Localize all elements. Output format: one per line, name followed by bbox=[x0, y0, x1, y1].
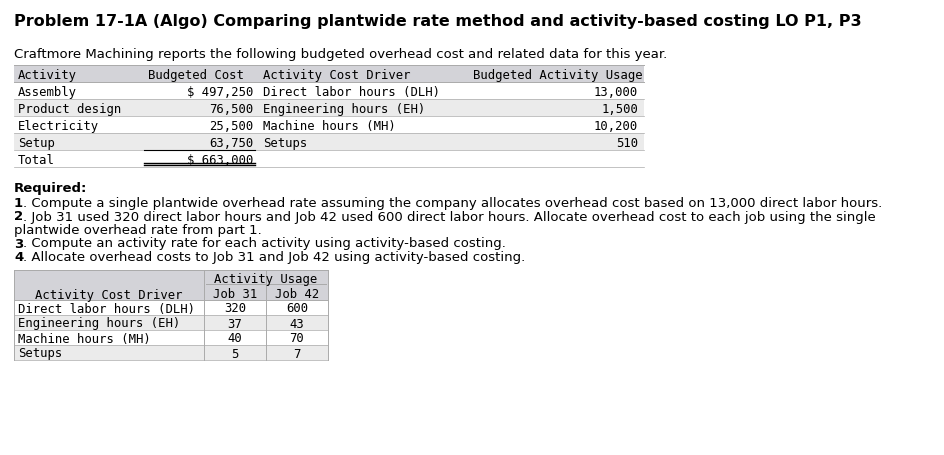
Text: 4: 4 bbox=[14, 250, 24, 263]
Text: $ 663,000: $ 663,000 bbox=[187, 154, 253, 167]
Text: Machine hours (MH): Machine hours (MH) bbox=[18, 332, 151, 345]
Text: 3: 3 bbox=[14, 237, 24, 250]
Text: Total: Total bbox=[18, 154, 55, 167]
Bar bbox=[14, 285, 328, 300]
Bar bbox=[14, 66, 644, 83]
Text: Required:: Required: bbox=[14, 182, 88, 195]
Bar bbox=[14, 134, 644, 151]
Text: 2: 2 bbox=[14, 210, 23, 223]
Text: 63,750: 63,750 bbox=[209, 136, 253, 150]
Bar bbox=[14, 300, 328, 315]
Bar bbox=[14, 330, 328, 345]
Bar bbox=[14, 100, 644, 117]
Text: . Compute a single plantwide overhead rate assuming the company allocates overhe: . Compute a single plantwide overhead ra… bbox=[23, 197, 883, 210]
Text: Problem 17-1A (Algo) Comparing plantwide rate method and activity-based costing : Problem 17-1A (Algo) Comparing plantwide… bbox=[14, 14, 862, 29]
Bar bbox=[14, 345, 328, 360]
Text: Product design: Product design bbox=[18, 103, 121, 116]
Text: 70: 70 bbox=[290, 332, 304, 345]
Text: Budgeted Cost: Budgeted Cost bbox=[148, 69, 244, 82]
Text: 510: 510 bbox=[615, 136, 638, 150]
Text: Budgeted Activity Usage: Budgeted Activity Usage bbox=[473, 69, 643, 82]
Text: Setups: Setups bbox=[18, 347, 62, 360]
Text: Engineering hours (EH): Engineering hours (EH) bbox=[18, 317, 180, 330]
Text: Assembly: Assembly bbox=[18, 86, 77, 99]
Text: 40: 40 bbox=[228, 332, 243, 345]
Bar bbox=[14, 83, 644, 100]
Text: 10,200: 10,200 bbox=[594, 120, 638, 133]
Text: Activity Usage: Activity Usage bbox=[214, 272, 317, 285]
Text: 76,500: 76,500 bbox=[209, 103, 253, 116]
Text: Activity Cost Driver: Activity Cost Driver bbox=[35, 288, 183, 301]
Text: Electricity: Electricity bbox=[18, 120, 99, 133]
Text: . Allocate overhead costs to Job 31 and Job 42 using activity-based costing.: . Allocate overhead costs to Job 31 and … bbox=[23, 250, 525, 263]
Text: 5: 5 bbox=[231, 347, 239, 360]
Text: 7: 7 bbox=[294, 347, 301, 360]
Text: Machine hours (MH): Machine hours (MH) bbox=[263, 120, 396, 133]
Text: Setups: Setups bbox=[263, 136, 307, 150]
Text: Activity: Activity bbox=[18, 69, 77, 82]
Text: . Job 31 used 320 direct labor hours and Job 42 used 600 direct labor hours. All: . Job 31 used 320 direct labor hours and… bbox=[23, 210, 876, 223]
Text: 600: 600 bbox=[286, 302, 308, 315]
Text: 13,000: 13,000 bbox=[594, 86, 638, 99]
Text: Craftmore Machining reports the following budgeted overhead cost and related dat: Craftmore Machining reports the followin… bbox=[14, 48, 667, 61]
Text: 37: 37 bbox=[228, 317, 243, 330]
Text: 43: 43 bbox=[290, 317, 304, 330]
Text: 1,500: 1,500 bbox=[601, 103, 638, 116]
Bar bbox=[14, 151, 644, 167]
Text: Direct labor hours (DLH): Direct labor hours (DLH) bbox=[263, 86, 440, 99]
Text: $ 497,250: $ 497,250 bbox=[187, 86, 253, 99]
Text: . Compute an activity rate for each activity using activity-based costing.: . Compute an activity rate for each acti… bbox=[23, 237, 506, 250]
Text: 320: 320 bbox=[224, 302, 246, 315]
Text: 1: 1 bbox=[14, 197, 23, 210]
Text: Activity Cost Driver: Activity Cost Driver bbox=[263, 69, 411, 82]
Bar bbox=[14, 270, 328, 285]
Text: Job 42: Job 42 bbox=[275, 288, 319, 301]
Text: Job 31: Job 31 bbox=[213, 288, 257, 301]
Text: Direct labor hours (DLH): Direct labor hours (DLH) bbox=[18, 302, 195, 315]
Text: plantwide overhead rate from part 1.: plantwide overhead rate from part 1. bbox=[14, 223, 261, 237]
Bar bbox=[14, 117, 644, 134]
Text: 25,500: 25,500 bbox=[209, 120, 253, 133]
Bar bbox=[14, 315, 328, 330]
Text: Engineering hours (EH): Engineering hours (EH) bbox=[263, 103, 425, 116]
Text: Setup: Setup bbox=[18, 136, 55, 150]
